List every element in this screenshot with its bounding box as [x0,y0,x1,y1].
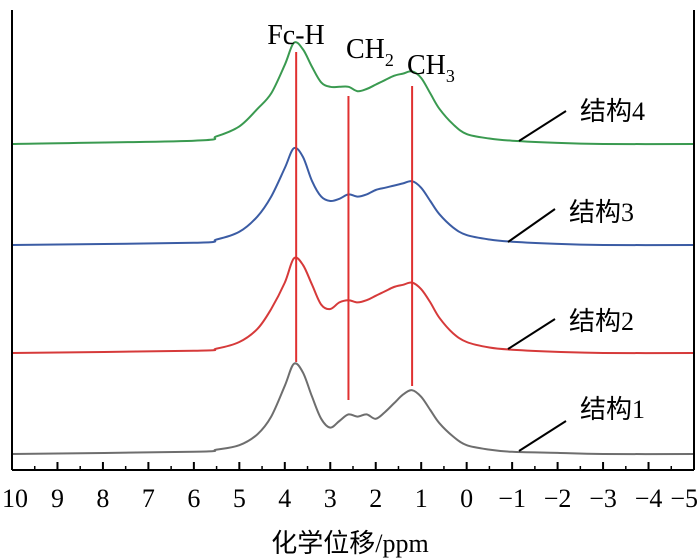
series-line-structure-3 [11,146,695,247]
x-tick-label: 5 [233,484,246,513]
peak-marker-lines [295,52,414,400]
series-line-structure-1 [11,362,695,456]
x-tick-label: −5 [670,484,698,513]
x-tick-label: −2 [544,484,572,513]
series-label-structure-1: 结构1 [580,395,645,424]
series-line-structure-4 [11,41,695,146]
x-tick-label: 3 [324,484,337,513]
series-label-structure-3: 结构3 [569,198,634,227]
x-tick-label: 9 [51,484,64,513]
series-label-structure-4: 结构4 [580,97,645,126]
x-tick-label: −3 [589,484,617,513]
x-tick-label: 1 [415,484,428,513]
series-leader-line-1 [518,420,567,452]
x-tick-label: −4 [635,484,663,513]
x-tick-label: 2 [369,484,382,513]
peak-label-ch2: CH2 [346,34,394,70]
x-tick-label: 6 [187,484,200,513]
peak-marker-labels: Fc-H CH2 CH3 [267,20,455,86]
series-leader-line-4 [518,110,567,142]
peak-label-fc-h: Fc-H [267,20,325,51]
x-tick-label: 8 [96,484,109,513]
series-label-structure-2: 结构2 [569,307,634,336]
x-tick-label: 10 [2,484,28,513]
spectra-curves [11,41,695,456]
peak-label-ch3: CH3 [407,50,455,86]
x-tick-label: 4 [278,484,291,513]
x-tick-label: 0 [460,484,473,513]
series-line-structure-2 [11,256,695,355]
x-tick-label: −1 [498,484,526,513]
x-tick-label: 7 [142,484,155,513]
x-axis: 10 9 8 7 6 5 4 3 2 1 0 −1 −2 −3 −4 −5 [2,10,698,513]
series-labels: 结构1 结构2 结构3 结构4 [507,97,645,452]
x-axis-title: 化学位移/ppm [271,529,428,558]
series-leader-line-3 [507,208,556,243]
series-leader-line-2 [507,318,556,350]
